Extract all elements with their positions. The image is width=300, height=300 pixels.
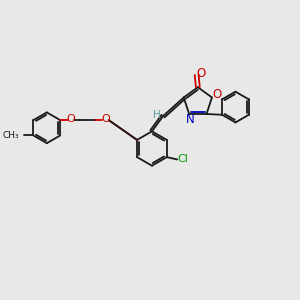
Text: O: O: [67, 114, 76, 124]
Text: O: O: [101, 114, 110, 124]
Text: N: N: [186, 113, 195, 126]
Text: CH₃: CH₃: [3, 131, 19, 140]
Text: Cl: Cl: [178, 154, 188, 164]
Text: H: H: [153, 110, 160, 120]
Text: O: O: [213, 88, 222, 101]
Text: O: O: [197, 68, 206, 80]
